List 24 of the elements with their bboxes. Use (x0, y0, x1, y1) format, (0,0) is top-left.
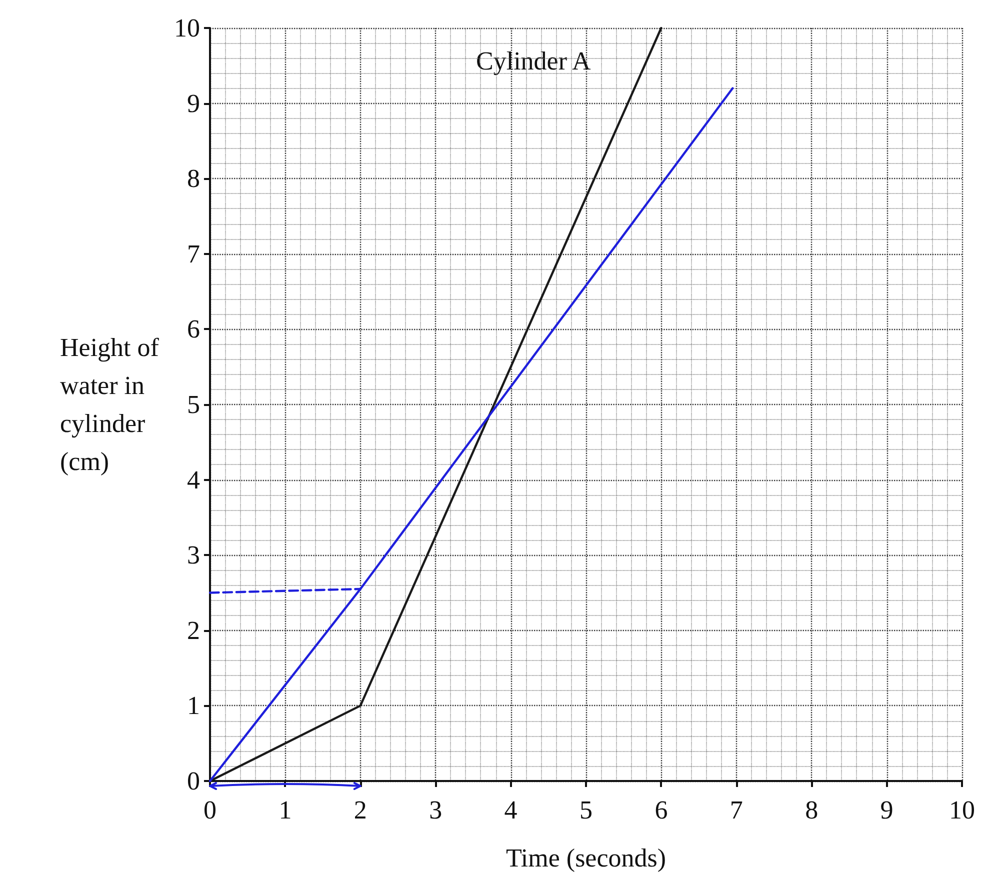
y-tick-label: 6 (187, 314, 200, 344)
x-tick-label: 7 (730, 796, 743, 824)
x-tick-label: 5 (580, 796, 592, 824)
y-tick-label: 5 (187, 390, 200, 419)
y-tick-label: 1 (187, 691, 200, 720)
y-tick-label: 9 (187, 88, 200, 118)
y-axis-title: Height of water in cylinder (cm) (60, 333, 160, 476)
y-tick-label: 10 (174, 14, 200, 42)
x-tick-label: 8 (805, 796, 818, 824)
y-tick-label: 8 (187, 164, 200, 194)
x-tick-label: 9 (880, 796, 894, 824)
x-tick-label: 6 (654, 796, 668, 824)
y-tick-label: 0 (187, 766, 200, 796)
x-tick-label: 1 (278, 796, 292, 824)
annotation: Cylinder A (476, 46, 592, 76)
y-tick-label: 2 (187, 616, 200, 645)
x-tick-label: 2 (354, 796, 367, 824)
y-tick-label: 7 (187, 239, 200, 268)
x-tick-label: 4 (504, 796, 518, 824)
x-tick-label: 3 (429, 796, 442, 824)
x-axis-title: Time (seconds) (506, 844, 666, 872)
y-tick-label: 4 (187, 465, 200, 494)
y-tick-label: 3 (187, 540, 200, 570)
x-tick-label: 10 (949, 796, 975, 824)
